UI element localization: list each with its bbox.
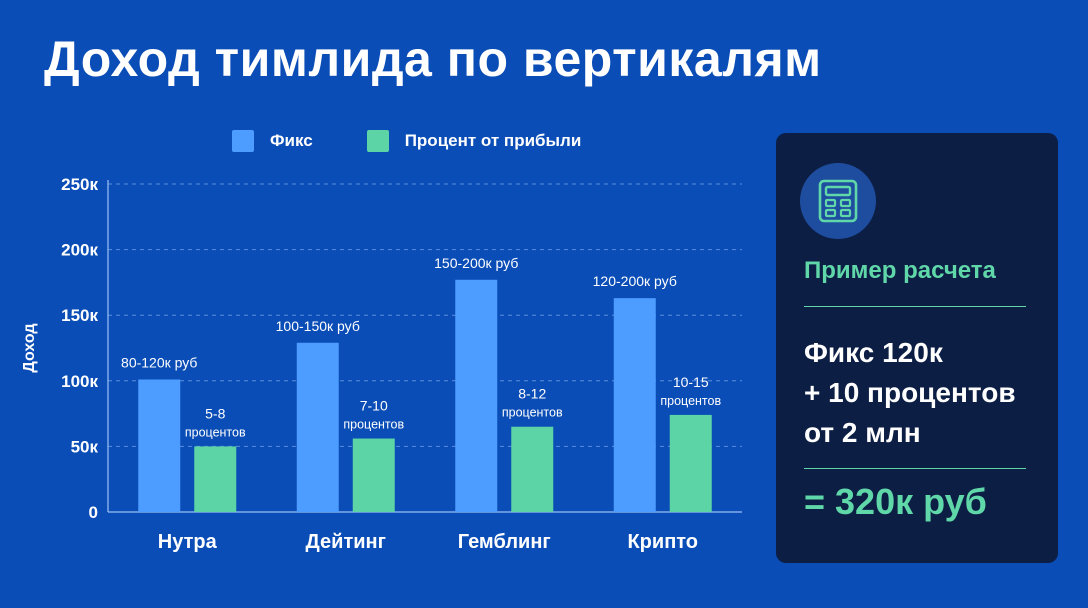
data-label: 8-12 xyxy=(518,386,546,402)
legend-item-fix: Фикс xyxy=(232,130,313,152)
y-tick-label: 250к xyxy=(61,175,98,194)
data-label: 5-8 xyxy=(205,405,225,421)
data-label: 80-120к руб xyxy=(121,354,197,370)
bar-fix xyxy=(455,279,498,512)
bar-percent xyxy=(194,446,237,512)
legend-swatch-fix xyxy=(232,130,254,152)
y-tick-label: 50к xyxy=(71,437,99,456)
panel-divider-top xyxy=(804,306,1026,307)
bar-percent xyxy=(352,438,395,512)
page-title: Доход тимлида по вертикалям xyxy=(44,31,822,87)
calculator-icon xyxy=(800,163,876,239)
bar-percent xyxy=(669,414,712,512)
x-tick-label: Нутра xyxy=(158,531,218,553)
data-label: процентов xyxy=(660,394,721,408)
calculation-line: + 10 процентов xyxy=(804,376,1016,408)
bar-fix xyxy=(138,379,181,512)
calculation-line: Фикс 120к xyxy=(804,337,943,368)
data-label: процентов xyxy=(343,418,404,432)
income-bar-chart: 0 50к 100к 150к 200к 250к Доход Нутра 80-120к ру… xyxy=(21,175,742,553)
data-label: 120-200к руб xyxy=(593,273,677,289)
legend-item-percent: Процент от прибыли xyxy=(366,130,582,152)
data-label: процентов xyxy=(502,406,563,420)
calculation-line: от 2 млн xyxy=(804,416,921,448)
calculation-panel: Пример расчета Фикс 120к + 10 процентов … xyxy=(776,133,1058,563)
panel-heading: Пример расчета xyxy=(804,257,996,284)
calculation-result: = 320к руб xyxy=(804,481,987,522)
bar-fix xyxy=(296,342,339,512)
calculation-text: Фикс 120к + 10 процентов от 2 млн xyxy=(804,333,1044,452)
bar-fix xyxy=(613,298,656,512)
y-tick-label: 0 xyxy=(89,503,98,522)
data-label: процентов xyxy=(185,425,246,439)
data-label: 150-200к руб xyxy=(434,255,518,271)
x-tick-label: Дейтинг xyxy=(306,531,386,553)
legend-label-percent: Процент от прибыли xyxy=(404,131,582,150)
data-label: 100-150к руб xyxy=(276,318,360,334)
y-axis-label: Доход xyxy=(21,323,38,372)
legend-label-fix: Фикс xyxy=(270,131,313,150)
y-tick-label: 200к xyxy=(61,241,98,260)
y-tick-label: 100к xyxy=(61,372,98,391)
panel-divider-bottom xyxy=(804,468,1026,469)
chart-legend: Фикс Процент от прибыли xyxy=(232,130,635,152)
legend-swatch-percent xyxy=(366,130,389,152)
data-label: 7-10 xyxy=(360,398,388,414)
y-tick-label: 150к xyxy=(61,306,98,325)
bar-percent xyxy=(511,426,554,512)
data-label: 10-15 xyxy=(673,374,709,390)
x-tick-label: Крипто xyxy=(627,531,698,553)
x-tick-label: Гемблинг xyxy=(458,531,551,553)
